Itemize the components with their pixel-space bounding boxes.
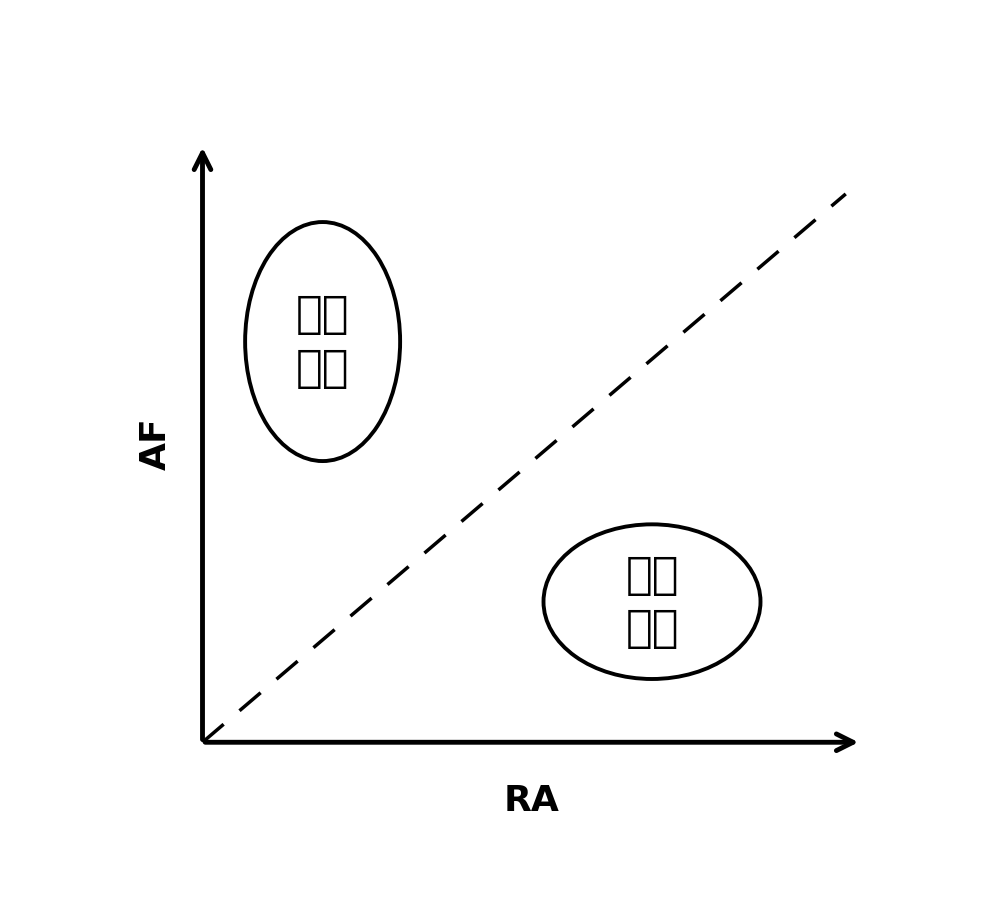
Text: 抗拉
裂缝: 抗拉 裂缝 (296, 293, 349, 390)
Text: AF: AF (139, 417, 173, 470)
Ellipse shape (544, 524, 761, 679)
Text: RA: RA (504, 784, 560, 818)
Text: 剪切
裂缝: 剪切 裂缝 (625, 553, 679, 650)
Ellipse shape (245, 222, 400, 461)
